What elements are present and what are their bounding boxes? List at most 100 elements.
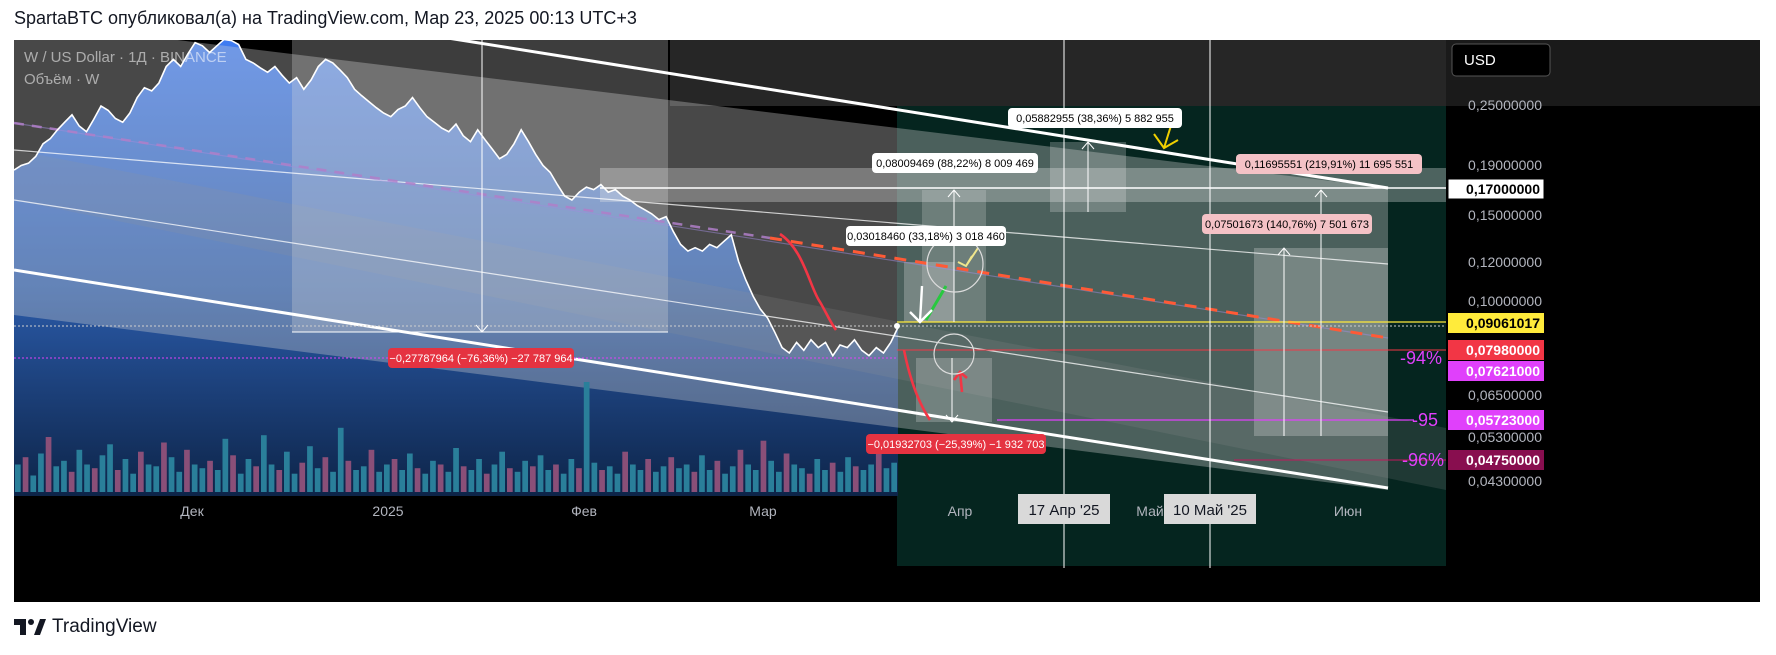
volume-bar — [138, 451, 144, 492]
time-marker: 10 Май '25 — [1164, 494, 1256, 524]
measure-label: 0,08009469 (88,22%) 8 009 469 — [872, 153, 1038, 173]
volume-bar — [653, 471, 659, 492]
volume-bar — [168, 457, 175, 492]
volume-bar — [791, 464, 798, 492]
volume-bar — [330, 471, 336, 492]
measure-box-25 — [916, 358, 992, 422]
channel-midline-faint — [14, 122, 1389, 339]
volume-bar — [822, 470, 828, 492]
price-marker: 0,17000000 — [1447, 178, 1545, 200]
svg-text:0,04750000: 0,04750000 — [1466, 452, 1540, 468]
time-marker: 17 Апр '25 — [1018, 494, 1110, 524]
midline-dashed-left — [14, 121, 771, 240]
y-tick: 0,04300000 — [1468, 473, 1542, 489]
volume-bar — [322, 457, 329, 492]
volume-bar — [599, 470, 605, 492]
svg-text:0,05882955 (38,36%) 5 882 955: 0,05882955 (38,36%) 5 882 955 — [1016, 113, 1174, 125]
volume-bar — [222, 438, 229, 492]
volume-bar — [407, 453, 413, 492]
svg-text:0,09061017: 0,09061017 — [1466, 315, 1540, 331]
tradingview-brand[interactable]: TradingView — [14, 616, 157, 638]
time-axis: Дек 2025 Фев Мар Апр Май Июн — [180, 503, 1362, 519]
red-arrow-up — [958, 371, 964, 393]
volume-bar — [645, 459, 651, 492]
measure-label: −0,27787964 (−76,36%) −27 787 964 — [388, 348, 574, 368]
currency-button[interactable]: USD — [1451, 43, 1551, 77]
svg-text:0,11695551 (219,91%) 11 695 55: 0,11695551 (219,91%) 11 695 551 — [1245, 159, 1413, 171]
volume-bar — [560, 473, 567, 492]
measure-label: 0,05882955 (38,36%) 5 882 955 — [1008, 108, 1182, 128]
volume-bar — [553, 464, 559, 492]
volume-legend[interactable]: Объём · W — [24, 71, 100, 88]
volume-bar — [91, 468, 98, 492]
volume-bar — [483, 473, 490, 492]
volume-bar — [268, 464, 275, 492]
volume-bar — [284, 451, 290, 492]
volume-bar — [199, 468, 206, 492]
svg-text:0,08009469 (88,22%) 8 009 469: 0,08009469 (88,22%) 8 009 469 — [876, 158, 1034, 170]
measure-label: −0,01932703 (−25,39%) −1 932 703 — [866, 434, 1046, 454]
volume-bar — [437, 464, 444, 492]
volume-bar — [253, 466, 259, 492]
volume-bar — [153, 466, 160, 492]
yellow-arrow-small — [957, 247, 979, 268]
volume-bar — [568, 459, 575, 492]
volume-bar — [384, 464, 390, 492]
volume-bar — [299, 462, 306, 492]
channel-upper-line — [450, 40, 1389, 190]
volume-bar — [660, 466, 667, 492]
level-label: -94% — [1400, 348, 1442, 368]
red-drop-stroke-2 — [902, 349, 932, 421]
volume-bar — [468, 470, 475, 492]
volume-bar — [722, 473, 728, 492]
svg-text:10 Май '25: 10 Май '25 — [1173, 502, 1247, 519]
volume-bar — [683, 464, 690, 492]
volume-bar — [783, 453, 790, 492]
volume-bar — [245, 459, 252, 492]
volume-bar — [353, 470, 359, 492]
volume-bar — [430, 460, 436, 492]
volume-bar — [337, 427, 344, 492]
volume-bar — [676, 468, 682, 492]
volume-bar — [729, 466, 736, 492]
volume-bar — [122, 459, 129, 492]
svg-text:0,07980000: 0,07980000 — [1466, 342, 1540, 358]
measure-label: 0,07501673 (140,76%) 7 501 673 — [1202, 214, 1372, 234]
svg-text:0,17000000: 0,17000000 — [1466, 181, 1540, 197]
volume-bar — [845, 457, 851, 492]
volume-bars — [15, 382, 897, 492]
volume-bar — [706, 470, 713, 492]
volume-bar — [591, 462, 598, 492]
symbol-legend[interactable]: W / US Dollar · 1Д · BINANCE — [24, 49, 227, 66]
volume-bar — [860, 470, 867, 492]
price-chart[interactable]: 0,05882955 (38,36%) 5 882 955 0,08009469… — [14, 40, 1760, 602]
volume-bar — [499, 451, 505, 492]
volume-bar — [276, 470, 283, 492]
lower-channel-band — [14, 150, 1446, 490]
volume-bar — [583, 382, 590, 492]
volume-bar — [391, 459, 398, 492]
volume-bar — [314, 468, 321, 492]
svg-text:0,07501673 (140,76%) 7 501 673: 0,07501673 (140,76%) 7 501 673 — [1205, 219, 1369, 231]
volume-bar — [691, 471, 698, 492]
volume-bar — [261, 435, 267, 492]
y-tick: 0,05300000 — [1468, 429, 1542, 445]
volume-bar — [760, 440, 767, 492]
volume-bar — [806, 473, 813, 492]
svg-text:0,03018460 (33,18%) 3 018 460: 0,03018460 (33,18%) 3 018 460 — [847, 231, 1005, 243]
volume-bar — [622, 451, 628, 492]
svg-text:USD: USD — [1464, 52, 1496, 69]
volume-bar — [883, 468, 890, 492]
chart-frame[interactable]: 0,05882955 (38,36%) 5 882 955 0,08009469… — [14, 40, 1760, 602]
channel-lower-line — [14, 268, 1389, 490]
volume-bar — [61, 460, 67, 492]
volume-bar — [176, 471, 183, 492]
volume-bar — [345, 460, 352, 492]
x-tick: Мар — [749, 503, 777, 519]
volume-bar — [814, 459, 821, 492]
red-drop-stroke-1 — [779, 232, 838, 331]
volume-bar — [130, 473, 136, 492]
y-tick: 0,25000000 — [1468, 97, 1542, 113]
volume-bar — [184, 449, 190, 492]
volume-bar — [453, 448, 459, 492]
